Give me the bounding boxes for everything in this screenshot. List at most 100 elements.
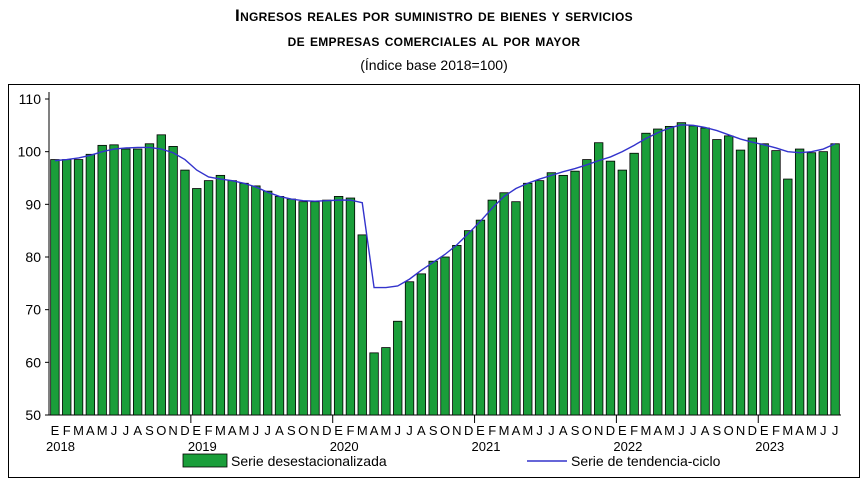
month-label: A — [653, 423, 662, 438]
bar — [62, 159, 72, 416]
bar — [794, 148, 805, 416]
month-label: S — [287, 423, 296, 438]
month-label: S — [713, 423, 722, 438]
bar — [594, 142, 604, 416]
month-label: D — [464, 423, 473, 438]
bar — [121, 148, 131, 416]
bar — [475, 219, 486, 416]
bar — [487, 199, 497, 416]
month-label: M — [239, 423, 250, 438]
month-label: E — [334, 423, 343, 438]
month-label: A — [370, 423, 379, 438]
month-label: J — [406, 423, 413, 438]
month-label: J — [820, 423, 827, 438]
bar — [688, 125, 698, 416]
y-tick-label: 90 — [25, 196, 41, 212]
month-label: F — [205, 423, 213, 438]
month-label: J — [678, 423, 685, 438]
month-label: N — [168, 423, 177, 438]
month-label: O — [298, 423, 308, 438]
bar — [629, 152, 639, 416]
bar — [168, 146, 178, 416]
month-label: M — [499, 423, 510, 438]
month-label: M — [73, 423, 84, 438]
year-label: 2022 — [613, 439, 642, 454]
month-label: M — [97, 423, 108, 438]
bar — [771, 150, 781, 416]
bar — [712, 139, 722, 416]
month-label: J — [832, 423, 839, 438]
month-label: M — [380, 423, 391, 438]
chart-title-line1: Ingresos reales por suministro de bienes… — [235, 6, 633, 25]
y-tick-label: 70 — [25, 302, 41, 318]
month-label: J — [123, 423, 129, 438]
year-label: 2023 — [755, 439, 784, 454]
y-tick-label: 50 — [25, 407, 41, 423]
legend-bar-swatch — [182, 453, 228, 468]
month-label: E — [476, 423, 485, 438]
bar — [97, 144, 107, 416]
month-label: D — [180, 423, 189, 438]
bar — [653, 128, 663, 416]
bar — [298, 201, 308, 416]
month-label: S — [429, 423, 438, 438]
bar — [818, 151, 828, 416]
month-label: A — [275, 423, 284, 438]
bar — [322, 199, 332, 416]
bar — [605, 160, 616, 416]
bar — [511, 201, 521, 416]
month-label: F — [630, 423, 638, 438]
y-tick-label: 100 — [18, 144, 42, 160]
bar — [369, 352, 379, 416]
bar — [747, 137, 757, 416]
month-label: E — [192, 423, 201, 438]
month-label: A — [228, 423, 237, 438]
bar — [144, 143, 155, 416]
month-label: E — [618, 423, 627, 438]
month-label: N — [594, 423, 603, 438]
bar — [440, 256, 450, 416]
bar — [345, 197, 356, 416]
month-label: A — [133, 423, 142, 438]
month-label: J — [394, 423, 401, 438]
month-label: J — [536, 423, 543, 438]
month-label: D — [606, 423, 615, 438]
trend-line — [54, 124, 836, 289]
month-label: A — [559, 423, 568, 438]
chart-subtitle: (Índice base 2018=100) — [360, 57, 508, 73]
bar — [546, 172, 557, 416]
month-label: J — [111, 423, 118, 438]
month-label: N — [452, 423, 461, 438]
year-label: 2020 — [330, 439, 359, 454]
bar — [381, 347, 391, 416]
month-label: S — [571, 423, 580, 438]
month-label: A — [512, 423, 521, 438]
month-label: J — [690, 423, 697, 438]
bar — [523, 182, 533, 416]
year-label: 2019 — [188, 439, 217, 454]
month-label: O — [440, 423, 450, 438]
month-label: M — [806, 423, 817, 438]
bar — [180, 169, 190, 416]
bar — [404, 281, 415, 416]
month-label: F — [488, 423, 496, 438]
bar — [617, 169, 627, 416]
month-label: M — [641, 423, 652, 438]
chart-frame: 50 60 70 80 90 100 110 E F M A M J J A S O N D E F M A M J J A S O N D… — [8, 84, 860, 478]
bar — [700, 127, 710, 416]
month-label: M — [782, 423, 793, 438]
y-tick-label: 80 — [25, 249, 41, 265]
year-label: 2021 — [472, 439, 501, 454]
bar — [357, 234, 367, 416]
bar — [641, 132, 651, 416]
bar — [783, 178, 793, 416]
bar — [109, 144, 119, 416]
month-label: O — [582, 423, 592, 438]
bar — [806, 152, 817, 416]
bar — [133, 148, 143, 416]
month-label: J — [264, 423, 271, 438]
bar — [156, 134, 166, 416]
month-label: A — [417, 423, 426, 438]
bar — [463, 230, 474, 416]
